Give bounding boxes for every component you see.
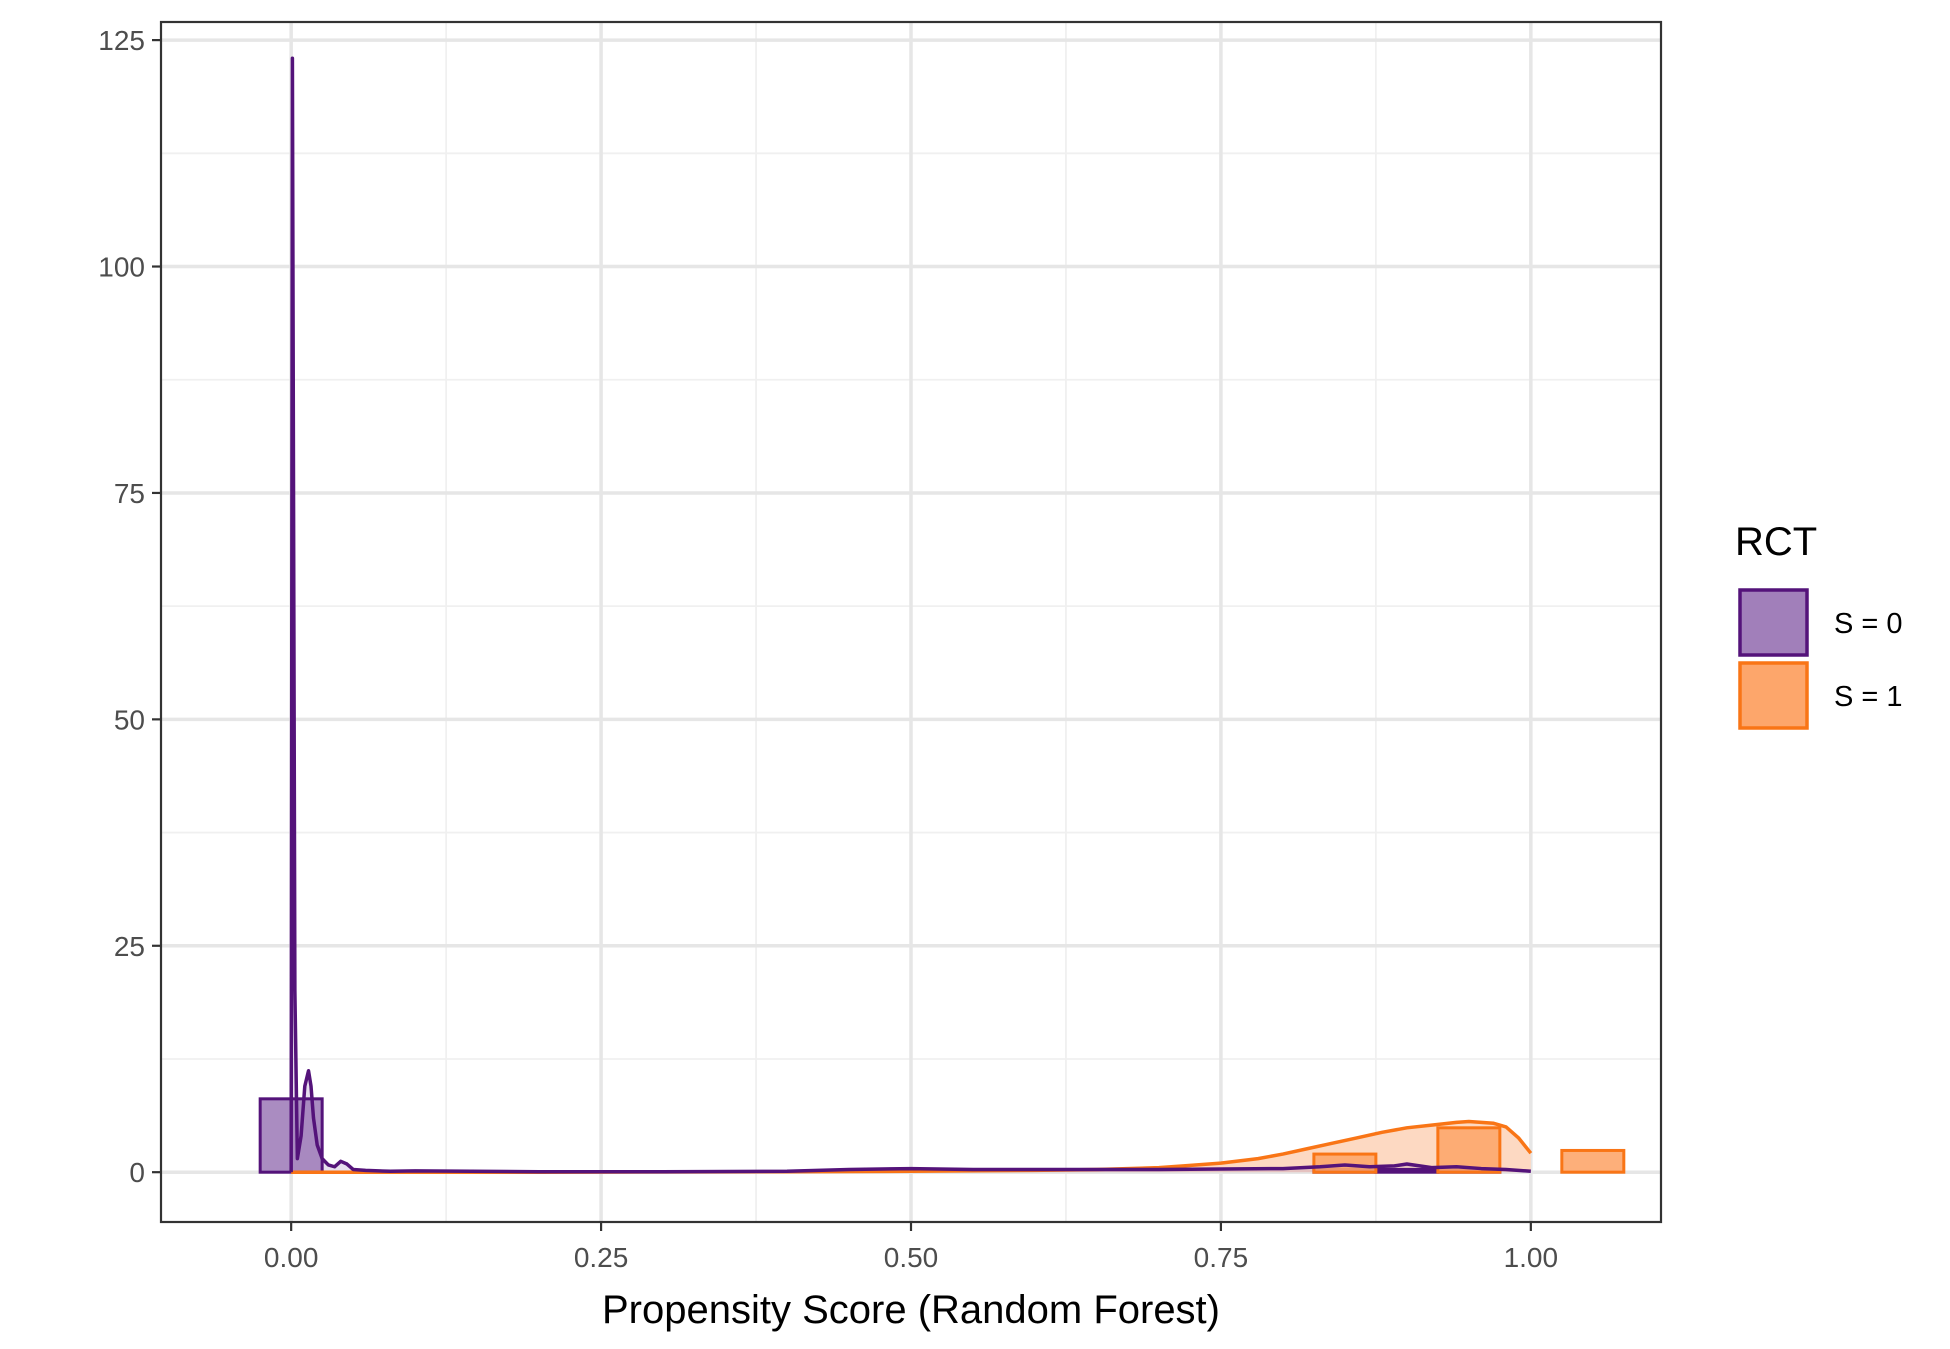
- legend-label-s0: S = 0: [1834, 608, 1903, 640]
- x-tick-label: 0.75: [1194, 1242, 1249, 1273]
- histogram-bar-s1: [1560, 1148, 1626, 1174]
- density-line-s0: [289, 56, 1531, 1174]
- y-tick-label: 100: [98, 252, 145, 283]
- y-tick-label: 125: [98, 25, 145, 56]
- density-fill-layer: [291, 58, 1531, 1173]
- histogram-bar-s0: [1374, 1167, 1440, 1174]
- y-tick-label: 25: [114, 931, 145, 962]
- x-tick-label: 0.00: [264, 1242, 319, 1273]
- legend-key-s0: [1738, 588, 1809, 657]
- y-tick-label: 75: [114, 478, 145, 509]
- y-tick-label: 0: [129, 1157, 145, 1188]
- legend-key-s1: [1738, 661, 1809, 730]
- legend: RCT S = 0 S = 1: [1735, 520, 1903, 730]
- x-axis-title: Propensity Score (Random Forest): [602, 1288, 1220, 1332]
- density-line-layer: [289, 56, 1533, 1174]
- legend-title: RCT: [1735, 520, 1817, 564]
- x-tick-label: 0.50: [884, 1242, 939, 1273]
- histogram-bar-s1: [1312, 1152, 1378, 1174]
- density-area-s1: [291, 1121, 1531, 1173]
- grid: [161, 22, 1661, 1222]
- histogram-bar-s1: [1436, 1126, 1502, 1174]
- x-tick-label: 0.25: [574, 1242, 629, 1273]
- legend-items: S = 0 S = 1: [1738, 588, 1903, 730]
- axes: 0.00 0.25 0.50 0.75 1.00 0 25 50 75 100 125: [98, 25, 1558, 1273]
- legend-label-s1: S = 1: [1834, 681, 1903, 713]
- y-tick-label: 50: [114, 704, 145, 735]
- x-tick-label: 1.00: [1504, 1242, 1559, 1273]
